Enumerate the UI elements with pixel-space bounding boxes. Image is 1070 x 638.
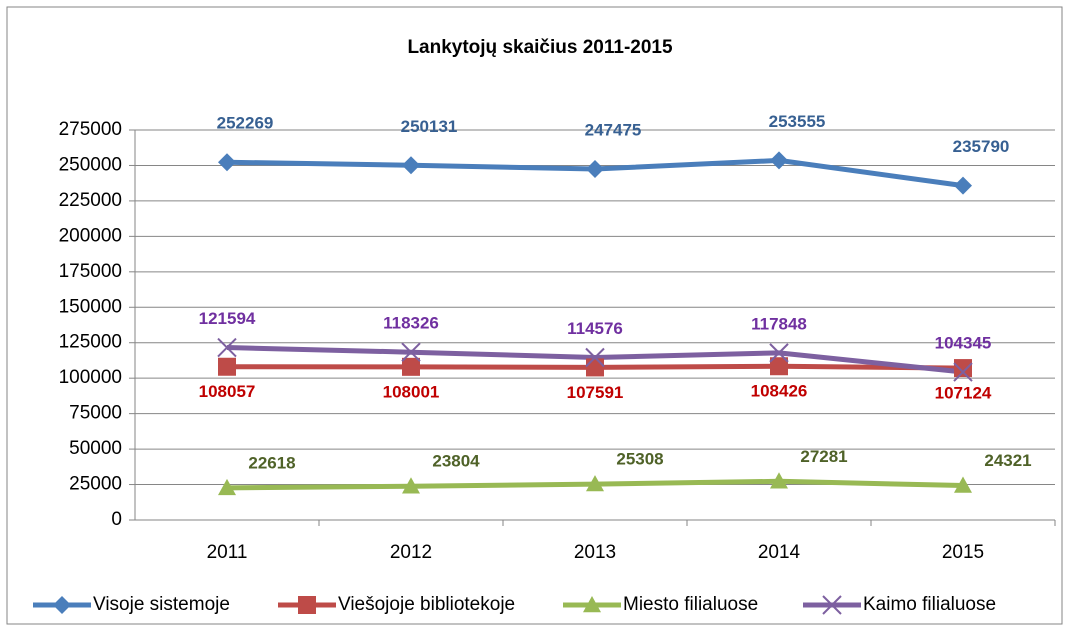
marker xyxy=(953,362,973,382)
y-tick-label: 175000 xyxy=(59,261,122,282)
marker xyxy=(586,475,604,492)
marker xyxy=(586,160,604,179)
data-label: 24321 xyxy=(984,451,1031,470)
y-tick-label: 200000 xyxy=(59,225,122,246)
y-tick-label: 75000 xyxy=(69,403,122,424)
y-tick-label: 250000 xyxy=(59,154,122,175)
y-tick-label: 275000 xyxy=(59,119,122,140)
chart-title: Lankytojų skaičius 2011-2015 xyxy=(407,37,673,58)
data-label: 108057 xyxy=(199,382,256,401)
y-tick-label: 25000 xyxy=(69,474,122,495)
data-label: 121594 xyxy=(199,309,256,328)
marker xyxy=(586,358,604,377)
marker xyxy=(954,359,972,378)
y-tick-label: 225000 xyxy=(59,190,122,211)
y-tick-label: 150000 xyxy=(59,296,122,317)
data-label: 25308 xyxy=(616,450,663,469)
marker xyxy=(298,596,316,614)
data-label: 108426 xyxy=(751,382,808,401)
data-label: 253555 xyxy=(769,112,826,131)
x-tick-label: 2012 xyxy=(390,542,432,563)
data-label: 22618 xyxy=(248,453,295,472)
data-label: 235790 xyxy=(953,137,1010,156)
x-tick-label: 2014 xyxy=(758,542,801,563)
data-label: 114576 xyxy=(567,319,623,338)
data-label: 107591 xyxy=(567,383,624,402)
y-tick-label: 50000 xyxy=(69,438,122,459)
marker xyxy=(402,357,420,376)
legend-label: Miesto filialuose xyxy=(623,594,758,615)
legend-label: Kaimo filialuose xyxy=(863,594,996,615)
data-label: 107124 xyxy=(935,384,992,403)
marker xyxy=(954,176,972,195)
data-label: 23804 xyxy=(432,452,480,471)
marker xyxy=(53,596,71,614)
marker xyxy=(402,156,420,175)
data-label: 118326 xyxy=(383,314,439,333)
data-label: 117848 xyxy=(751,314,807,333)
marker xyxy=(217,337,237,358)
marker xyxy=(770,472,788,489)
data-label: 104345 xyxy=(935,334,992,353)
marker xyxy=(769,343,789,363)
x-tick-label: 2013 xyxy=(574,542,616,563)
x-tick-label: 2015 xyxy=(942,542,984,563)
x-tick-label: 2011 xyxy=(207,542,248,563)
marker xyxy=(770,357,788,376)
legend-label: Viešojoje bibliotekoje xyxy=(338,594,515,615)
chart-border xyxy=(6,6,1063,625)
data-label: 27281 xyxy=(800,447,847,466)
marker xyxy=(218,357,236,376)
marker xyxy=(401,342,421,362)
marker xyxy=(954,476,972,493)
y-tick-label: 100000 xyxy=(59,367,122,388)
marker xyxy=(770,151,788,170)
legend-label: Visoje sistemoje xyxy=(93,594,230,615)
marker xyxy=(822,595,842,615)
data-label: 247475 xyxy=(585,121,642,140)
marker xyxy=(218,153,236,172)
data-label: 252269 xyxy=(217,114,274,133)
data-label: 250131 xyxy=(401,117,458,136)
y-tick-label: 125000 xyxy=(59,332,122,353)
marker xyxy=(583,596,601,613)
data-label: 108001 xyxy=(383,382,440,401)
marker xyxy=(585,347,605,368)
marker xyxy=(402,477,420,494)
y-tick-label: 0 xyxy=(111,509,122,530)
marker xyxy=(218,478,236,496)
